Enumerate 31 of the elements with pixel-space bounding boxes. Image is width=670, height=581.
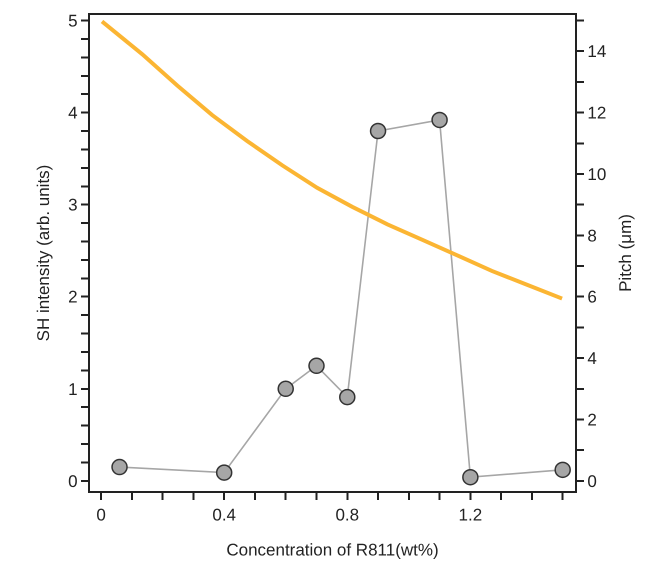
y-tick-label: 2 xyxy=(68,288,78,307)
x-axis-title: Concentration of R811(wt%) xyxy=(226,540,439,560)
point xyxy=(431,112,448,128)
point xyxy=(554,462,571,478)
y-tick-label: 3 xyxy=(68,196,78,215)
y-tick-label: 4 xyxy=(68,104,78,123)
x-tick-label: 0.8 xyxy=(335,505,360,524)
point xyxy=(308,358,325,374)
point xyxy=(111,458,128,476)
point xyxy=(216,464,232,481)
line-series xyxy=(100,19,564,301)
y-axis-title: SH intensity (arb. units) xyxy=(34,164,54,342)
y-tick-label: 5 xyxy=(68,11,78,30)
y2-tick-label: 4 xyxy=(587,349,597,368)
y-tick-label: 1 xyxy=(68,380,78,399)
y2-axis-title: Pitch (μm) xyxy=(616,214,636,292)
y2-tick-label: 2 xyxy=(587,410,597,430)
point xyxy=(277,380,294,398)
x-tick-label: 0 xyxy=(96,505,106,524)
x-tick-label: 1.2 xyxy=(458,505,482,524)
y2-tick-label: 10 xyxy=(587,164,606,184)
point xyxy=(370,122,386,140)
y2-tick-label: 6 xyxy=(587,288,597,307)
y2-tick-label: 12 xyxy=(587,104,606,123)
y2-tick-label: 0 xyxy=(587,472,597,491)
y-tick-label: 0 xyxy=(68,472,78,491)
y2-tick-label: 8 xyxy=(587,226,597,246)
point xyxy=(462,468,479,486)
y2-tick-label: 14 xyxy=(587,42,606,62)
point xyxy=(339,388,356,406)
x-tick-label: 0.4 xyxy=(212,505,236,524)
